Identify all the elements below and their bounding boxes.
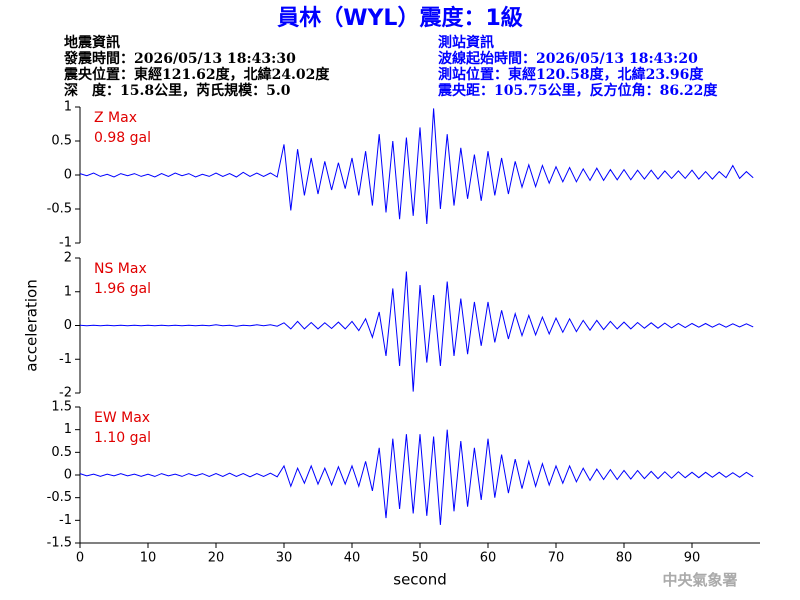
- info-line: 測站位置：東經120.58度，北緯23.96度: [438, 66, 704, 83]
- info-line: 震央距：105.75公里，反方位角：86.22度: [437, 82, 718, 99]
- footer: 中央氣象署: [662, 571, 737, 589]
- title: 員林（WYL）震度：1級: [276, 5, 523, 31]
- info-line: 震央位置：東經121.62度，北緯24.02度: [63, 66, 330, 83]
- y-tick-label: -1: [59, 236, 72, 251]
- x-tick-label: 50: [412, 551, 429, 566]
- max-label: 1.10 gal: [94, 430, 151, 446]
- y-tick-label: 0.5: [51, 134, 72, 149]
- x-tick-label: 20: [208, 551, 225, 566]
- info-line: 深 度：15.8公里，芮氏規模：5.0: [64, 82, 291, 99]
- y-tick-label: -1: [59, 513, 72, 528]
- max-label: 0.98 gal: [94, 130, 151, 146]
- info-line: 波線起始時間：2026/05/13 18:43:20: [438, 50, 698, 67]
- y-tick-label: 0: [64, 318, 72, 333]
- waveform: [79, 271, 754, 392]
- y-tick-label: 1: [64, 100, 72, 115]
- y-axis-label: acceleration: [23, 279, 41, 371]
- y-tick-label: -1: [59, 352, 72, 367]
- x-tick-label: 60: [480, 551, 497, 566]
- y-tick-label: 2: [64, 251, 72, 266]
- info-line: 測站資訊: [438, 34, 494, 51]
- y-tick-label: 0.5: [51, 445, 72, 460]
- y-tick-label: 0: [64, 468, 72, 483]
- y-tick-label: -1.5: [47, 536, 72, 551]
- waveform: [79, 429, 754, 525]
- y-tick-label: 1.5: [51, 400, 72, 415]
- max-label: Z Max: [94, 110, 137, 126]
- info-line: 發震時間：2026/05/13 18:43:30: [63, 50, 296, 67]
- max-label: 1.96 gal: [94, 281, 151, 297]
- x-tick-label: 40: [344, 551, 361, 566]
- x-axis-label: second: [393, 571, 447, 589]
- x-tick-label: 30: [276, 551, 293, 566]
- max-label: EW Max: [94, 410, 150, 426]
- y-tick-label: 0: [64, 168, 72, 183]
- x-tick-label: 90: [684, 551, 701, 566]
- x-tick-label: 80: [616, 551, 633, 566]
- max-label: NS Max: [94, 261, 147, 277]
- x-tick-label: 70: [548, 551, 565, 566]
- info-line: 地震資訊: [64, 34, 120, 51]
- y-tick-label: 1: [64, 422, 72, 437]
- x-tick-label: 10: [140, 551, 157, 566]
- y-tick-label: 1: [64, 284, 72, 299]
- x-tick-label: 0: [76, 551, 84, 566]
- y-tick-label: -2: [59, 386, 72, 401]
- waveform: [79, 108, 754, 225]
- y-tick-label: -0.5: [47, 202, 72, 217]
- y-tick-label: -0.5: [47, 490, 72, 505]
